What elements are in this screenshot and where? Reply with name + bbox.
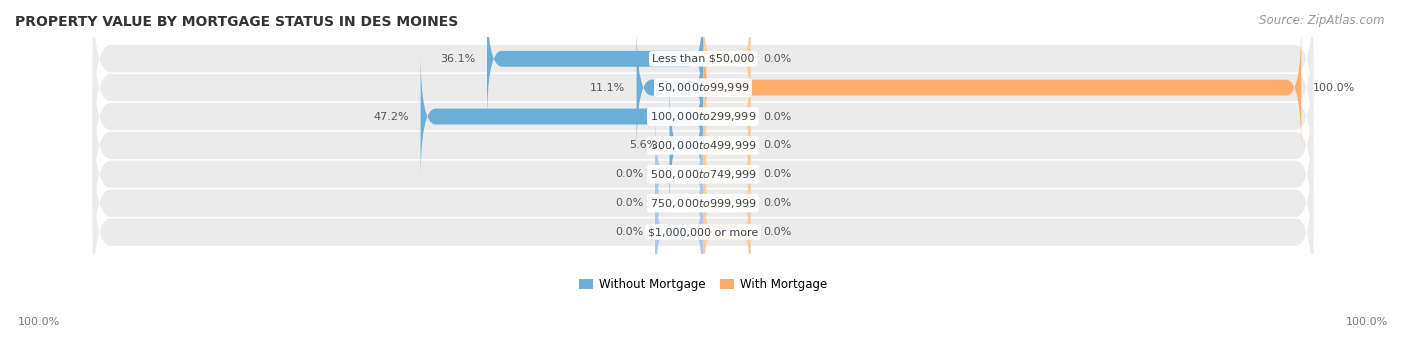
FancyBboxPatch shape: [655, 168, 703, 296]
FancyBboxPatch shape: [703, 52, 751, 181]
FancyBboxPatch shape: [703, 168, 751, 296]
FancyBboxPatch shape: [703, 81, 751, 210]
FancyBboxPatch shape: [703, 110, 751, 238]
Text: 0.0%: 0.0%: [763, 169, 792, 179]
Text: Less than $50,000: Less than $50,000: [652, 54, 754, 64]
Text: 47.2%: 47.2%: [373, 112, 409, 121]
Text: 0.0%: 0.0%: [763, 54, 792, 64]
FancyBboxPatch shape: [655, 139, 703, 267]
FancyBboxPatch shape: [93, 130, 1313, 276]
Text: $500,000 to $749,999: $500,000 to $749,999: [650, 168, 756, 181]
Text: 36.1%: 36.1%: [440, 54, 475, 64]
FancyBboxPatch shape: [93, 44, 1313, 190]
Text: 11.1%: 11.1%: [589, 83, 624, 93]
FancyBboxPatch shape: [93, 0, 1313, 132]
FancyBboxPatch shape: [669, 81, 703, 210]
Text: $300,000 to $499,999: $300,000 to $499,999: [650, 139, 756, 152]
Text: Source: ZipAtlas.com: Source: ZipAtlas.com: [1260, 14, 1385, 27]
Text: 0.0%: 0.0%: [763, 112, 792, 121]
Text: 0.0%: 0.0%: [763, 198, 792, 208]
Text: 0.0%: 0.0%: [614, 198, 643, 208]
Legend: Without Mortgage, With Mortgage: Without Mortgage, With Mortgage: [574, 273, 832, 295]
Text: 0.0%: 0.0%: [614, 227, 643, 237]
Text: PROPERTY VALUE BY MORTGAGE STATUS IN DES MOINES: PROPERTY VALUE BY MORTGAGE STATUS IN DES…: [15, 15, 458, 29]
FancyBboxPatch shape: [655, 110, 703, 238]
FancyBboxPatch shape: [420, 52, 703, 181]
Text: 100.0%: 100.0%: [18, 317, 60, 327]
FancyBboxPatch shape: [703, 24, 1302, 152]
FancyBboxPatch shape: [93, 15, 1313, 161]
Text: 5.6%: 5.6%: [630, 140, 658, 150]
Text: 100.0%: 100.0%: [1313, 83, 1355, 93]
FancyBboxPatch shape: [486, 0, 703, 123]
Text: $50,000 to $99,999: $50,000 to $99,999: [657, 81, 749, 94]
Text: 100.0%: 100.0%: [1346, 317, 1388, 327]
FancyBboxPatch shape: [93, 159, 1313, 305]
FancyBboxPatch shape: [703, 139, 751, 267]
Text: $750,000 to $999,999: $750,000 to $999,999: [650, 197, 756, 210]
Text: 0.0%: 0.0%: [763, 227, 792, 237]
FancyBboxPatch shape: [703, 0, 751, 123]
FancyBboxPatch shape: [637, 24, 703, 152]
Text: 0.0%: 0.0%: [763, 140, 792, 150]
FancyBboxPatch shape: [93, 101, 1313, 247]
Text: $100,000 to $299,999: $100,000 to $299,999: [650, 110, 756, 123]
Text: 0.0%: 0.0%: [614, 169, 643, 179]
Text: $1,000,000 or more: $1,000,000 or more: [648, 227, 758, 237]
FancyBboxPatch shape: [93, 73, 1313, 218]
